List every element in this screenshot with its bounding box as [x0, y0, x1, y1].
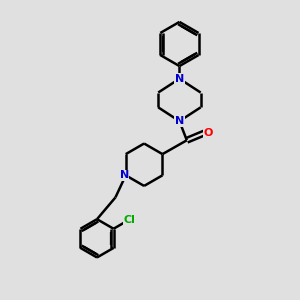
- Text: N: N: [120, 170, 129, 180]
- Text: N: N: [175, 74, 184, 84]
- Text: O: O: [203, 128, 213, 138]
- Text: Cl: Cl: [124, 215, 136, 225]
- Text: N: N: [175, 116, 184, 126]
